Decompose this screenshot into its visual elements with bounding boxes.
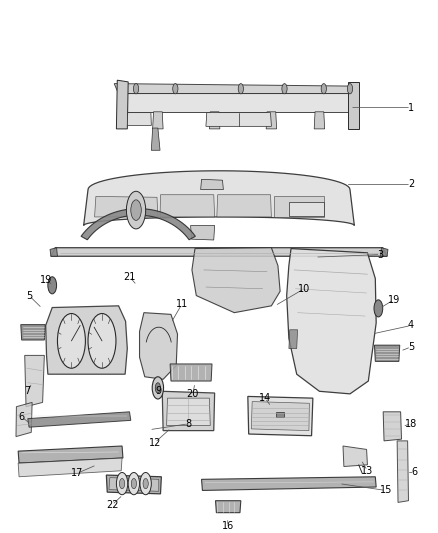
Circle shape (131, 200, 141, 220)
Polygon shape (127, 112, 151, 125)
Text: 18: 18 (405, 419, 417, 429)
Polygon shape (119, 93, 354, 112)
Text: 9: 9 (155, 386, 162, 397)
Text: 15: 15 (380, 486, 392, 496)
Circle shape (347, 84, 353, 94)
Polygon shape (95, 197, 158, 217)
Circle shape (374, 300, 383, 317)
Circle shape (321, 84, 326, 94)
Text: 19: 19 (388, 295, 400, 305)
Circle shape (117, 472, 128, 495)
Text: 14: 14 (259, 393, 271, 403)
Polygon shape (215, 500, 241, 513)
Polygon shape (201, 477, 376, 490)
Polygon shape (25, 356, 44, 407)
Text: 5: 5 (408, 342, 414, 352)
Text: 22: 22 (106, 500, 118, 510)
Polygon shape (217, 195, 272, 217)
Polygon shape (274, 196, 324, 217)
Text: 16: 16 (222, 521, 234, 531)
Circle shape (173, 84, 178, 94)
Polygon shape (50, 248, 57, 256)
Text: 21: 21 (124, 272, 136, 282)
Polygon shape (287, 248, 376, 394)
Polygon shape (314, 112, 325, 129)
Circle shape (128, 472, 140, 495)
Polygon shape (348, 82, 359, 129)
Polygon shape (106, 475, 161, 494)
Circle shape (140, 472, 151, 495)
Circle shape (155, 383, 160, 393)
Polygon shape (84, 171, 354, 225)
Text: 12: 12 (148, 438, 161, 448)
Polygon shape (160, 195, 215, 217)
Polygon shape (18, 446, 123, 463)
Polygon shape (248, 397, 313, 436)
Circle shape (48, 277, 57, 294)
Polygon shape (46, 306, 127, 374)
Text: 1: 1 (408, 102, 414, 112)
Polygon shape (383, 412, 402, 441)
Text: 8: 8 (185, 419, 191, 429)
Text: 11: 11 (176, 299, 188, 309)
Polygon shape (201, 179, 223, 190)
Circle shape (120, 479, 125, 489)
Polygon shape (28, 412, 131, 427)
Polygon shape (162, 391, 215, 431)
Polygon shape (266, 112, 277, 129)
Text: 5: 5 (26, 290, 32, 301)
Polygon shape (374, 345, 400, 361)
Polygon shape (192, 248, 280, 313)
Circle shape (57, 313, 85, 368)
Text: 3: 3 (378, 249, 384, 260)
Polygon shape (152, 112, 163, 129)
Polygon shape (209, 112, 220, 129)
Polygon shape (51, 248, 387, 256)
Polygon shape (140, 313, 177, 379)
Circle shape (88, 313, 116, 368)
Circle shape (134, 84, 139, 94)
Polygon shape (114, 84, 359, 94)
Text: 7: 7 (25, 386, 31, 397)
Circle shape (238, 84, 244, 94)
Polygon shape (151, 128, 160, 150)
Text: 13: 13 (361, 466, 374, 476)
Text: 19: 19 (40, 275, 53, 285)
Circle shape (143, 479, 148, 489)
Circle shape (131, 479, 137, 489)
Polygon shape (191, 225, 215, 240)
Polygon shape (206, 112, 272, 126)
Text: 2: 2 (408, 180, 414, 189)
Polygon shape (276, 412, 285, 417)
Polygon shape (289, 330, 297, 349)
Polygon shape (251, 401, 309, 431)
Polygon shape (21, 325, 45, 340)
Polygon shape (81, 208, 195, 240)
Polygon shape (16, 402, 32, 437)
Circle shape (152, 377, 163, 399)
Text: 17: 17 (71, 469, 83, 478)
Text: 6: 6 (18, 412, 25, 422)
Polygon shape (343, 446, 367, 466)
Text: 6: 6 (412, 467, 418, 478)
Text: 4: 4 (408, 320, 414, 330)
Circle shape (127, 191, 146, 229)
Text: 10: 10 (298, 284, 310, 294)
Polygon shape (166, 398, 210, 425)
Polygon shape (170, 364, 212, 381)
Polygon shape (289, 201, 324, 216)
Polygon shape (117, 80, 128, 129)
Polygon shape (381, 248, 388, 256)
Polygon shape (397, 441, 409, 503)
Polygon shape (109, 478, 159, 491)
Circle shape (282, 84, 287, 94)
Text: 20: 20 (187, 389, 199, 399)
Polygon shape (18, 458, 122, 477)
